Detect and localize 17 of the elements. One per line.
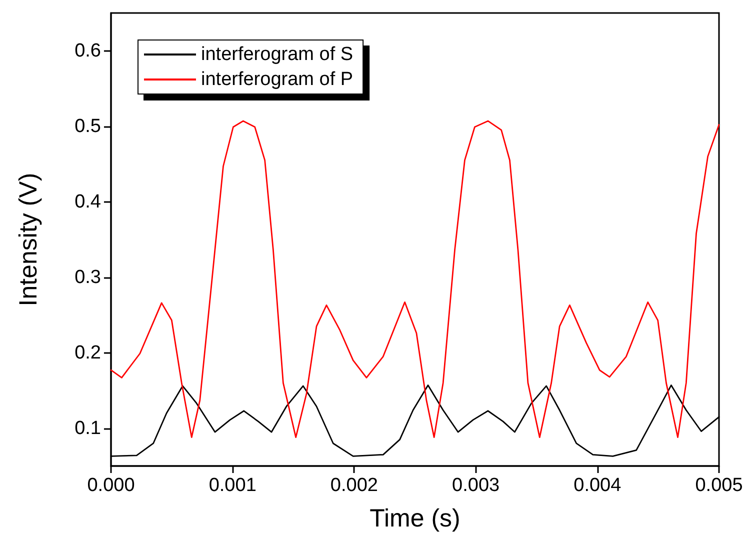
x-tick-label: 0.002	[330, 475, 378, 496]
x-tick-label: 0.003	[452, 475, 500, 496]
x-tick-label: 0.000	[87, 475, 135, 496]
x-axis-title: Time (s)	[370, 504, 460, 532]
line-series	[110, 120, 720, 438]
y-tick-label: 0.6	[74, 40, 101, 62]
y-tick-label: 0.3	[74, 266, 101, 288]
legend-label: interferogram of S	[201, 44, 354, 65]
x-tick-label: 0.001	[208, 475, 256, 496]
y-tick-label: 0.4	[74, 191, 102, 212]
y-tick-label: 0.2	[74, 342, 101, 364]
x-tick-label: 0.005	[695, 475, 743, 496]
legend-label: interferogram of P	[201, 69, 354, 90]
x-tick-label: 0.004	[574, 475, 622, 496]
y-tick-label: 0.5	[74, 116, 101, 137]
y-axis-title: Intensity (V)	[14, 172, 42, 306]
y-tick-label: 0.1	[74, 418, 101, 439]
